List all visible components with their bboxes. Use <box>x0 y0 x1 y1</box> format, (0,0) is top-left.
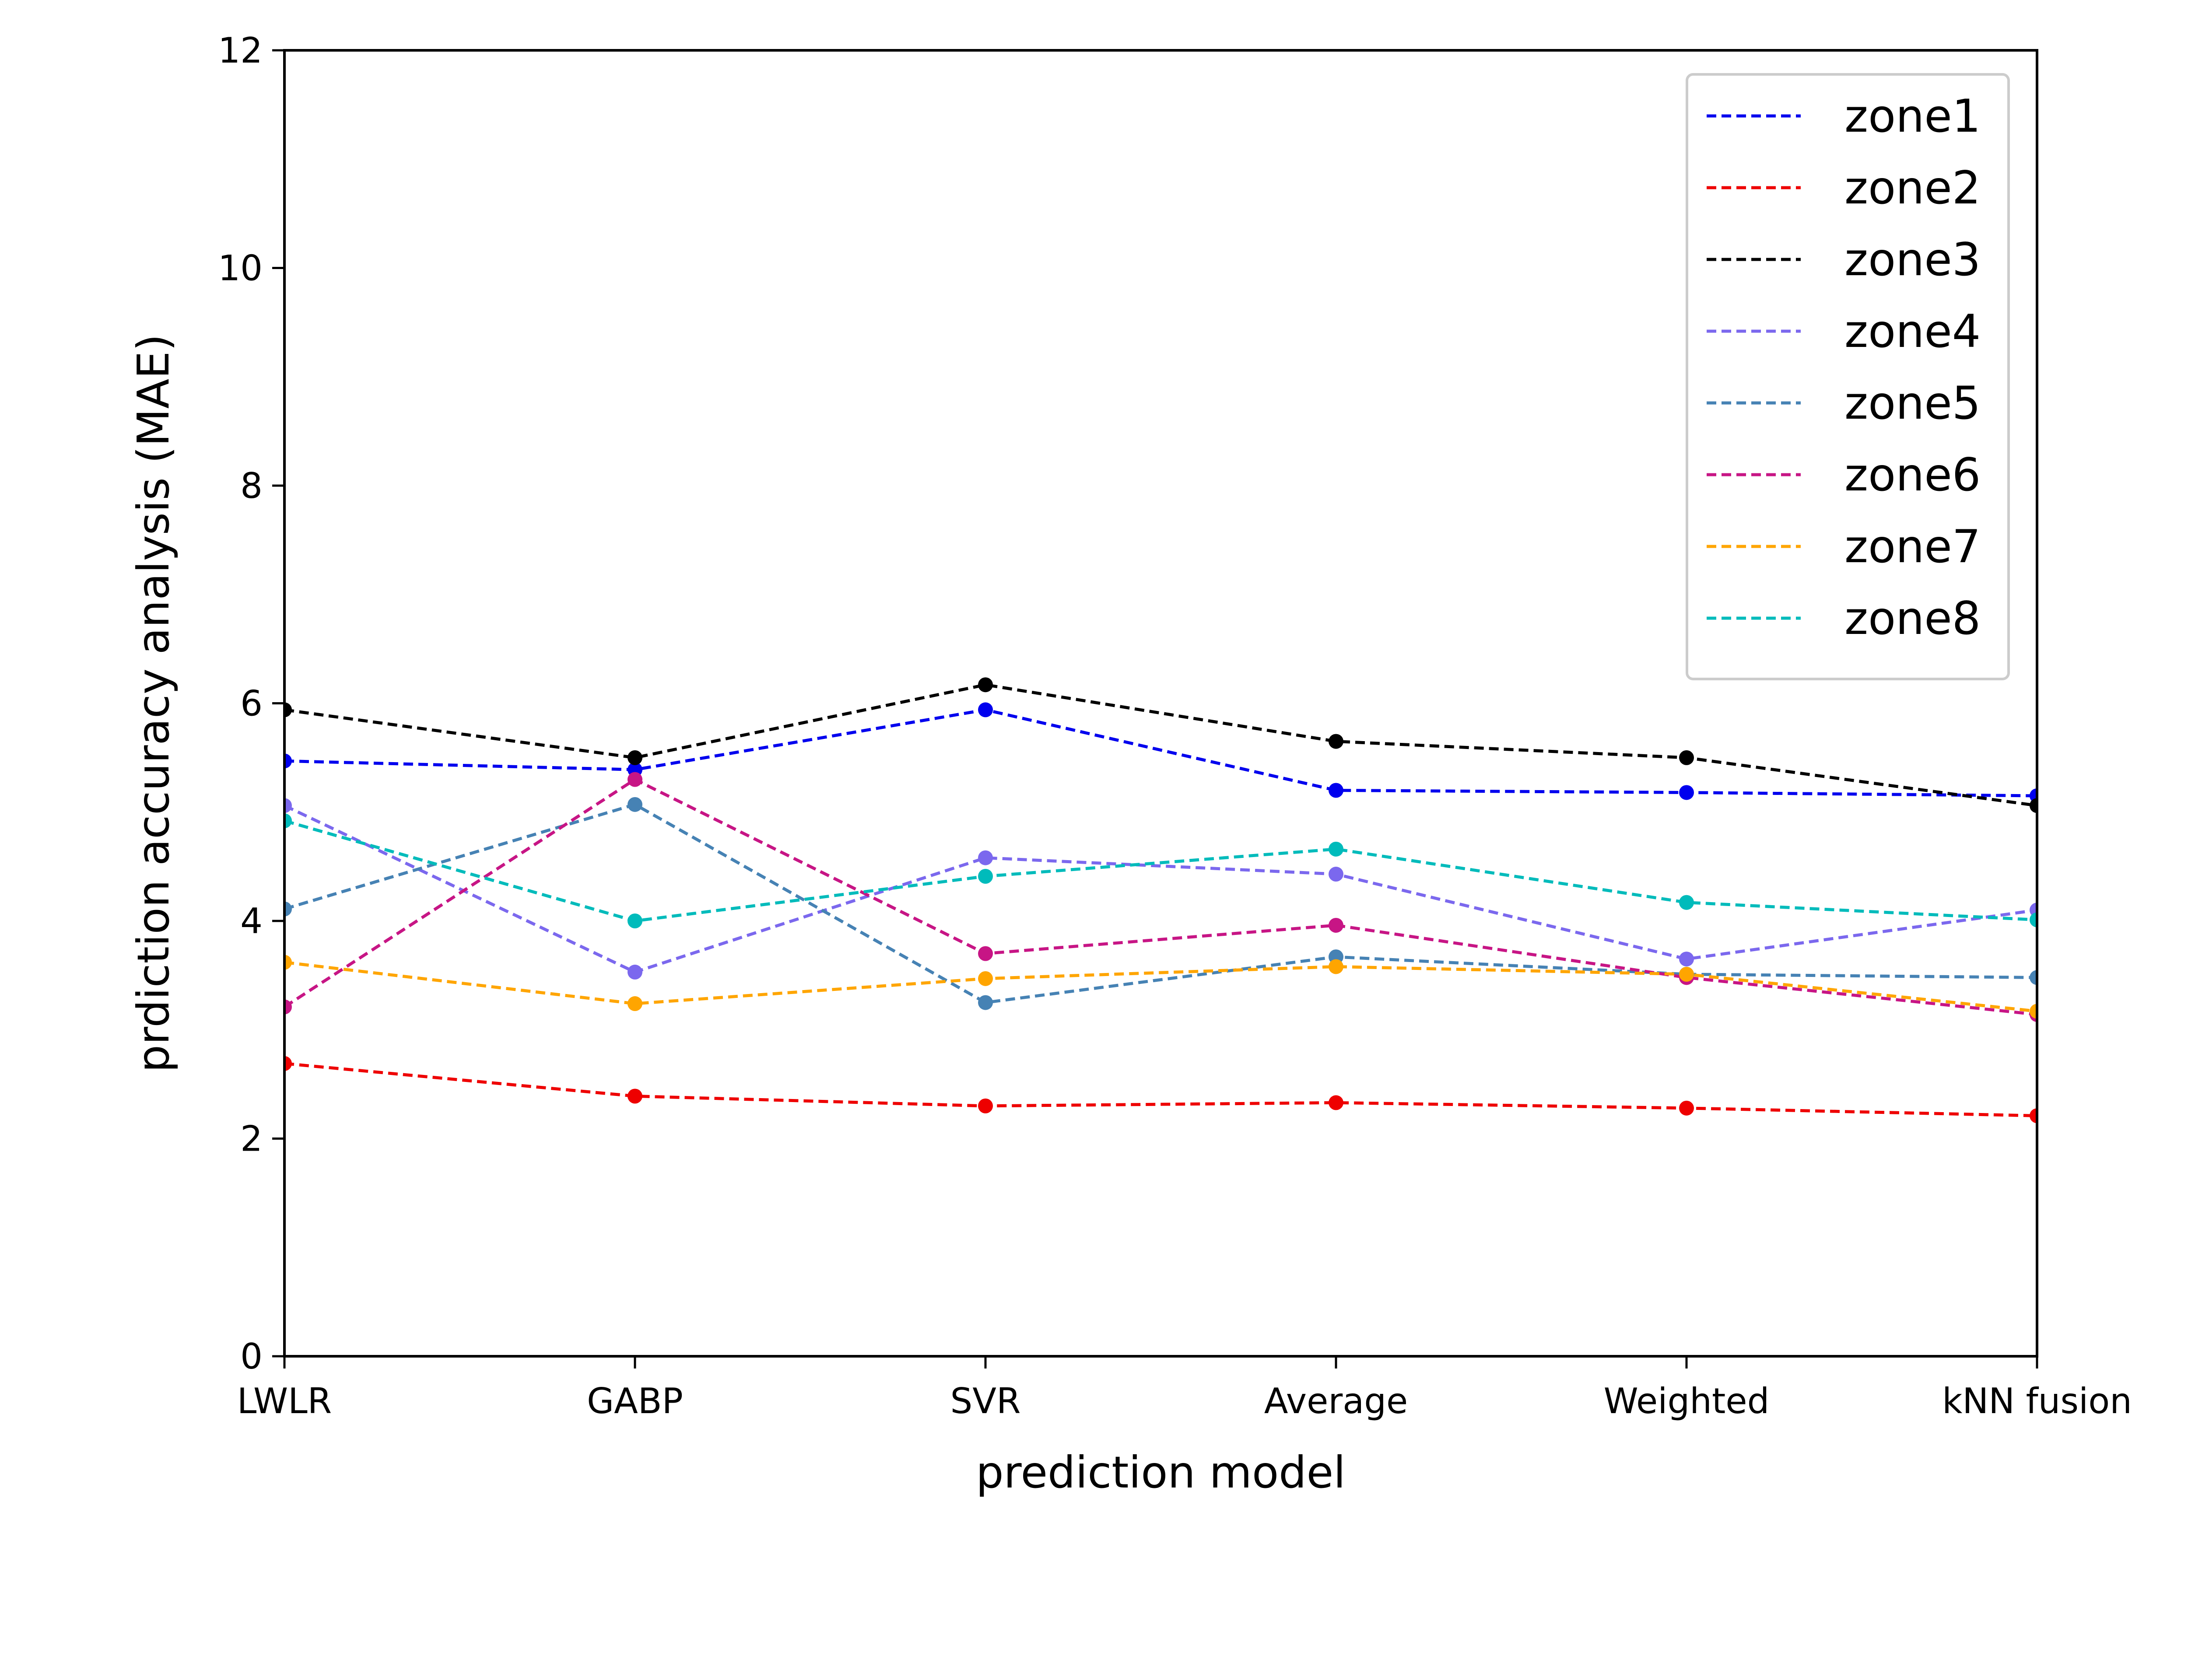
data-point <box>1329 917 1343 933</box>
data-point <box>1329 867 1343 882</box>
x-tick-label: GABP <box>587 1381 683 1421</box>
y-tick-label: 2 <box>240 1119 263 1159</box>
legend-label: zone2 <box>1844 162 1981 214</box>
x-tick-label: SVR <box>950 1381 1020 1421</box>
series-zone3 <box>284 677 2037 813</box>
data-point <box>2030 798 2037 813</box>
series-line <box>284 683 2037 807</box>
data-point <box>1679 750 1694 765</box>
series-line <box>284 708 2037 798</box>
data-point <box>1329 734 1343 749</box>
y-tick-label: 6 <box>240 683 263 724</box>
data-point <box>628 964 642 980</box>
x-tick-label: LWLR <box>237 1381 332 1421</box>
data-point <box>978 1098 993 1113</box>
data-point <box>628 1088 642 1104</box>
data-point <box>1329 1095 1343 1110</box>
legend-label: zone7 <box>1844 521 1981 573</box>
x-tick-label: kNN fusion <box>1942 1381 2132 1421</box>
data-point <box>1329 783 1343 798</box>
series-line <box>284 777 2037 1016</box>
series-line <box>284 819 2037 923</box>
series-zone2 <box>284 1056 2037 1124</box>
data-point <box>628 772 642 787</box>
x-axis: LWLR GABP SVR Average Weighted kNN fusion <box>237 1356 2132 1421</box>
series-line <box>284 803 2037 1004</box>
legend-label: zone1 <box>1844 90 1981 143</box>
x-axis-label: prediction model <box>976 1447 1346 1498</box>
y-tick-label: 12 <box>218 30 263 71</box>
legend-label: zone4 <box>1844 305 1981 358</box>
data-point <box>1679 1100 1694 1116</box>
data-point <box>978 971 993 986</box>
data-point <box>284 955 292 970</box>
x-tick-label: Average <box>1264 1381 1408 1421</box>
data-point <box>628 750 642 765</box>
series-line <box>284 1062 2037 1117</box>
data-point <box>284 901 292 917</box>
data-point <box>978 677 993 693</box>
data-point <box>1679 966 1694 982</box>
data-point <box>628 996 642 1012</box>
data-point <box>1329 841 1343 857</box>
data-point <box>1679 785 1694 800</box>
data-point <box>284 813 292 829</box>
data-point <box>284 753 292 769</box>
data-point <box>284 999 292 1015</box>
legend-box <box>1686 73 2010 680</box>
data-point <box>628 914 642 928</box>
series-zone7 <box>284 955 2037 1019</box>
legend-label: zone5 <box>1844 377 1981 430</box>
y-tick-label: 8 <box>240 466 263 506</box>
data-point <box>978 946 993 961</box>
x-tick-label: Weighted <box>1604 1381 1770 1421</box>
data-point <box>2030 970 2037 985</box>
series-zone8 <box>284 813 2037 928</box>
data-point <box>284 1056 292 1071</box>
legend-label: zone6 <box>1844 449 1981 501</box>
data-point <box>2030 912 2037 928</box>
data-point <box>978 995 993 1010</box>
data-point <box>978 850 993 865</box>
data-point <box>1679 895 1694 910</box>
data-point <box>978 702 993 718</box>
data-point <box>1329 959 1343 974</box>
data-point <box>2030 1004 2037 1019</box>
data-point <box>978 869 993 884</box>
data-point <box>628 797 642 812</box>
legend-label: zone3 <box>1844 234 1981 286</box>
legend-label: zone8 <box>1844 592 1981 645</box>
y-axis: 0 2 4 6 8 10 12 <box>218 30 284 1377</box>
y-tick-label: 0 <box>240 1336 263 1377</box>
data-point <box>284 798 292 813</box>
y-tick-label: 10 <box>218 248 263 289</box>
plot-area <box>284 677 2037 1124</box>
y-tick-label: 4 <box>240 901 263 942</box>
legend: zone1 zone2 zone3 zone4 zone5 zone6 zone7 zone8 <box>1686 73 2010 680</box>
y-axis-label: prdiction accuracy analysis (MAE) <box>128 334 179 1073</box>
data-point <box>1679 952 1694 967</box>
data-point <box>284 702 292 718</box>
series-line <box>284 961 2037 1013</box>
data-point <box>2030 1108 2037 1124</box>
